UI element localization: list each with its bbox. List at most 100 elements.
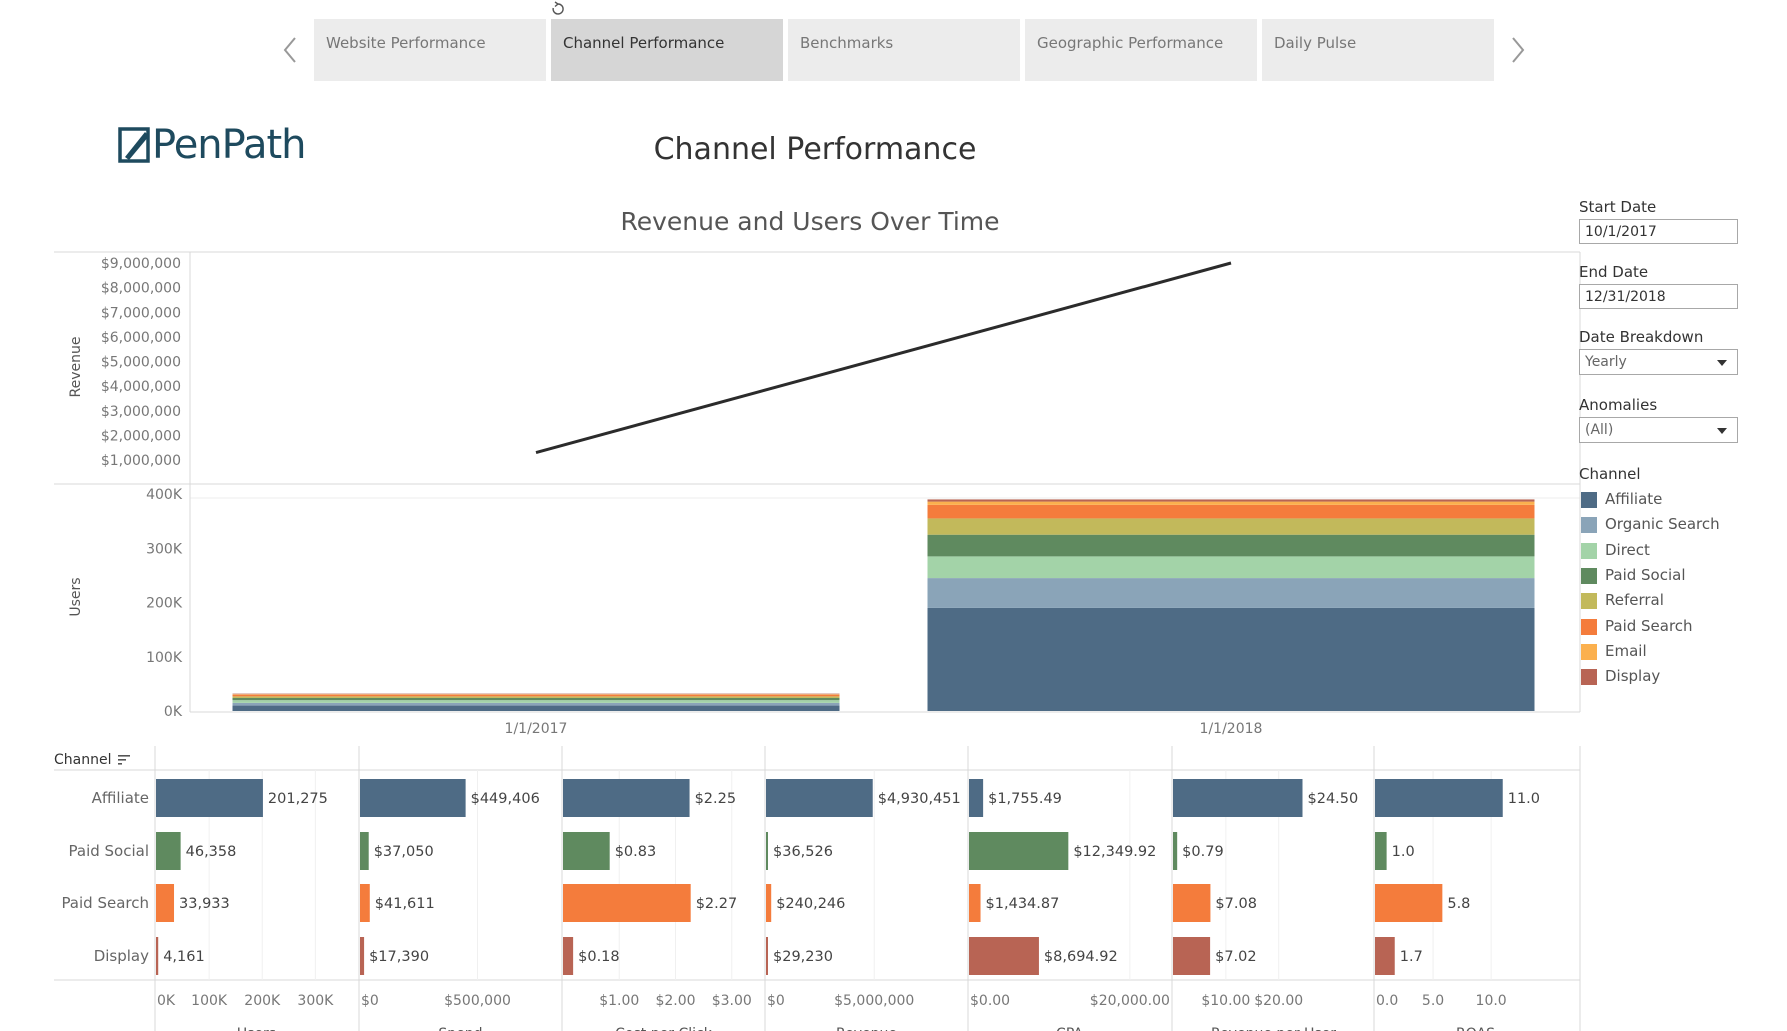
bar-value-label: 4,161 <box>163 949 205 965</box>
users-bar-segment-direct[interactable] <box>232 700 840 703</box>
x-tick-label: 100K <box>191 993 228 1009</box>
tab-website-performance[interactable]: Website Performance <box>314 19 546 81</box>
date-breakdown-value: Yearly <box>1585 354 1627 370</box>
chevron-left-icon <box>283 37 296 63</box>
sort-icon[interactable] <box>117 754 131 766</box>
dropdown-arrow-icon <box>1717 428 1727 434</box>
legend-label: Email <box>1605 641 1647 660</box>
panel-axis-label: ROAS <box>1456 1026 1495 1031</box>
users-bar-segment-organic-search[interactable] <box>927 578 1535 608</box>
bar-users-affiliate[interactable] <box>156 779 263 817</box>
users-bar-segment-display[interactable] <box>232 693 840 695</box>
legend-swatch <box>1581 492 1597 508</box>
bar-revenue-per-user-display[interactable] <box>1173 937 1211 975</box>
revenue-line[interactable] <box>535 261 1232 455</box>
bar-revenue-affiliate[interactable] <box>766 779 873 817</box>
bar-cpa-affiliate[interactable] <box>969 779 984 817</box>
bar-revenue-per-user-paid-social[interactable] <box>1173 832 1178 870</box>
legend-swatch <box>1581 669 1597 686</box>
tab-channel-performance[interactable]: Channel Performance <box>551 19 783 81</box>
bar-value-label: 11.0 <box>1508 791 1540 807</box>
tab-daily-pulse[interactable]: Daily Pulse <box>1262 19 1494 81</box>
bar-cost-per-click-paid-social[interactable] <box>563 832 610 870</box>
users-bar-segment-email[interactable] <box>232 694 840 695</box>
row-label-paid-search: Paid Search <box>61 894 149 912</box>
users-bar-segment-paid-social[interactable] <box>232 697 840 701</box>
users-bar-segment-paid-search[interactable] <box>927 504 1535 519</box>
bar-revenue-paid-social[interactable] <box>766 832 768 870</box>
end-date-input[interactable] <box>1579 284 1738 309</box>
bar-users-display[interactable] <box>156 937 159 975</box>
users-bar-segment-affiliate[interactable] <box>232 705 840 711</box>
bar-revenue-display[interactable] <box>766 937 768 975</box>
revenue-line-series[interactable] <box>535 261 1232 455</box>
bar-spend-affiliate[interactable] <box>360 779 466 817</box>
legend-label: Display <box>1605 667 1661 686</box>
anomalies-dropdown[interactable]: (All) <box>1579 417 1738 443</box>
bar-roas-paid-social[interactable] <box>1375 832 1387 870</box>
bar-cpa-paid-social[interactable] <box>969 832 1069 870</box>
bar-cost-per-click-affiliate[interactable] <box>563 779 690 817</box>
x-tick-label: $20.00 <box>1254 993 1303 1009</box>
channel-metrics-bar-table: Affiliate Paid Social Paid Search Display 0K… <box>54 746 1581 1031</box>
bar-users-paid-social[interactable] <box>156 832 181 870</box>
users-tick-label: 400K <box>146 487 183 503</box>
start-date-input[interactable] <box>1579 219 1738 244</box>
bar-roas-display[interactable] <box>1375 937 1395 975</box>
bar-spend-paid-search[interactable] <box>360 884 370 922</box>
bar-cpa-paid-search[interactable] <box>969 884 981 922</box>
bar-value-label: $36,526 <box>773 844 833 860</box>
users-bar-segment-referral[interactable] <box>927 518 1535 535</box>
bar-cost-per-click-paid-search[interactable] <box>563 884 691 922</box>
tab-benchmarks[interactable]: Benchmarks <box>788 19 1020 81</box>
bar-revenue-paid-search[interactable] <box>766 884 772 922</box>
bar-revenue-per-user-paid-search[interactable] <box>1173 884 1211 922</box>
chart-title: Revenue and Users Over Time <box>620 207 1000 236</box>
users-tick-label: 300K <box>146 541 183 557</box>
users-bar-segment-display[interactable] <box>927 499 1535 502</box>
users-bar-segment-direct[interactable] <box>927 556 1535 579</box>
revert-icon[interactable] <box>550 1 566 17</box>
x-tick-label: 0.0 <box>1376 993 1398 1009</box>
bar-value-label: 1.7 <box>1400 949 1423 965</box>
users-bar-segment-organic-search[interactable] <box>232 702 840 706</box>
legend-label: Organic Search <box>1605 515 1720 534</box>
users-bar-segment-referral[interactable] <box>232 696 840 698</box>
channel-header-label: Channel <box>54 752 112 768</box>
bar-value-label: $7.02 <box>1215 949 1257 965</box>
users-bar-segment-email[interactable] <box>927 501 1535 505</box>
tab-scroll-left-button[interactable] <box>276 30 306 70</box>
page-title: Channel Performance <box>653 132 977 167</box>
revenue-tick-label: $5,000,000 <box>101 355 181 371</box>
bar-value-label: $0.79 <box>1182 844 1224 860</box>
users-bar-segment-affiliate[interactable] <box>927 607 1535 711</box>
bar-spend-paid-social[interactable] <box>360 832 369 870</box>
bar-roas-paid-search[interactable] <box>1375 884 1443 922</box>
users-stacked-bars[interactable] <box>232 499 1535 711</box>
tab-scroll-right-button[interactable] <box>1502 30 1532 70</box>
revenue-axis-label: Revenue <box>68 337 84 398</box>
users-bar-segment-paid-search[interactable] <box>232 694 840 697</box>
users-bar-segment-paid-social[interactable] <box>927 534 1535 557</box>
x-tick-label: $3.00 <box>712 993 752 1009</box>
bar-revenue-per-user-affiliate[interactable] <box>1173 779 1303 817</box>
bar-roas-affiliate[interactable] <box>1375 779 1503 817</box>
bar-value-label: $8,694.92 <box>1044 949 1118 965</box>
bar-spend-display[interactable] <box>360 937 365 975</box>
bar-users-paid-search[interactable] <box>156 884 175 922</box>
date-breakdown-dropdown[interactable]: Yearly <box>1579 349 1738 375</box>
x-tick-label: 5.0 <box>1422 993 1444 1009</box>
channel-column-header: Channel <box>54 752 131 768</box>
bar-value-label: $12,349.92 <box>1073 844 1156 860</box>
row-label-affiliate: Affiliate <box>92 789 149 807</box>
x-tick-label: 0K <box>157 993 176 1009</box>
bar-cost-per-click-display[interactable] <box>563 937 574 975</box>
x-tick-label: 300K <box>297 993 334 1009</box>
legend-swatch <box>1581 567 1597 584</box>
legend-label: Paid Search <box>1605 616 1693 635</box>
tab-geographic-performance[interactable]: Geographic Performance <box>1025 19 1257 81</box>
dashboard-tab-strip: Website Performance Channel Performance … <box>0 0 1787 90</box>
bar-cpa-display[interactable] <box>969 937 1039 975</box>
x-tick-label: $1.00 <box>599 993 639 1009</box>
legend-swatch <box>1581 542 1597 559</box>
